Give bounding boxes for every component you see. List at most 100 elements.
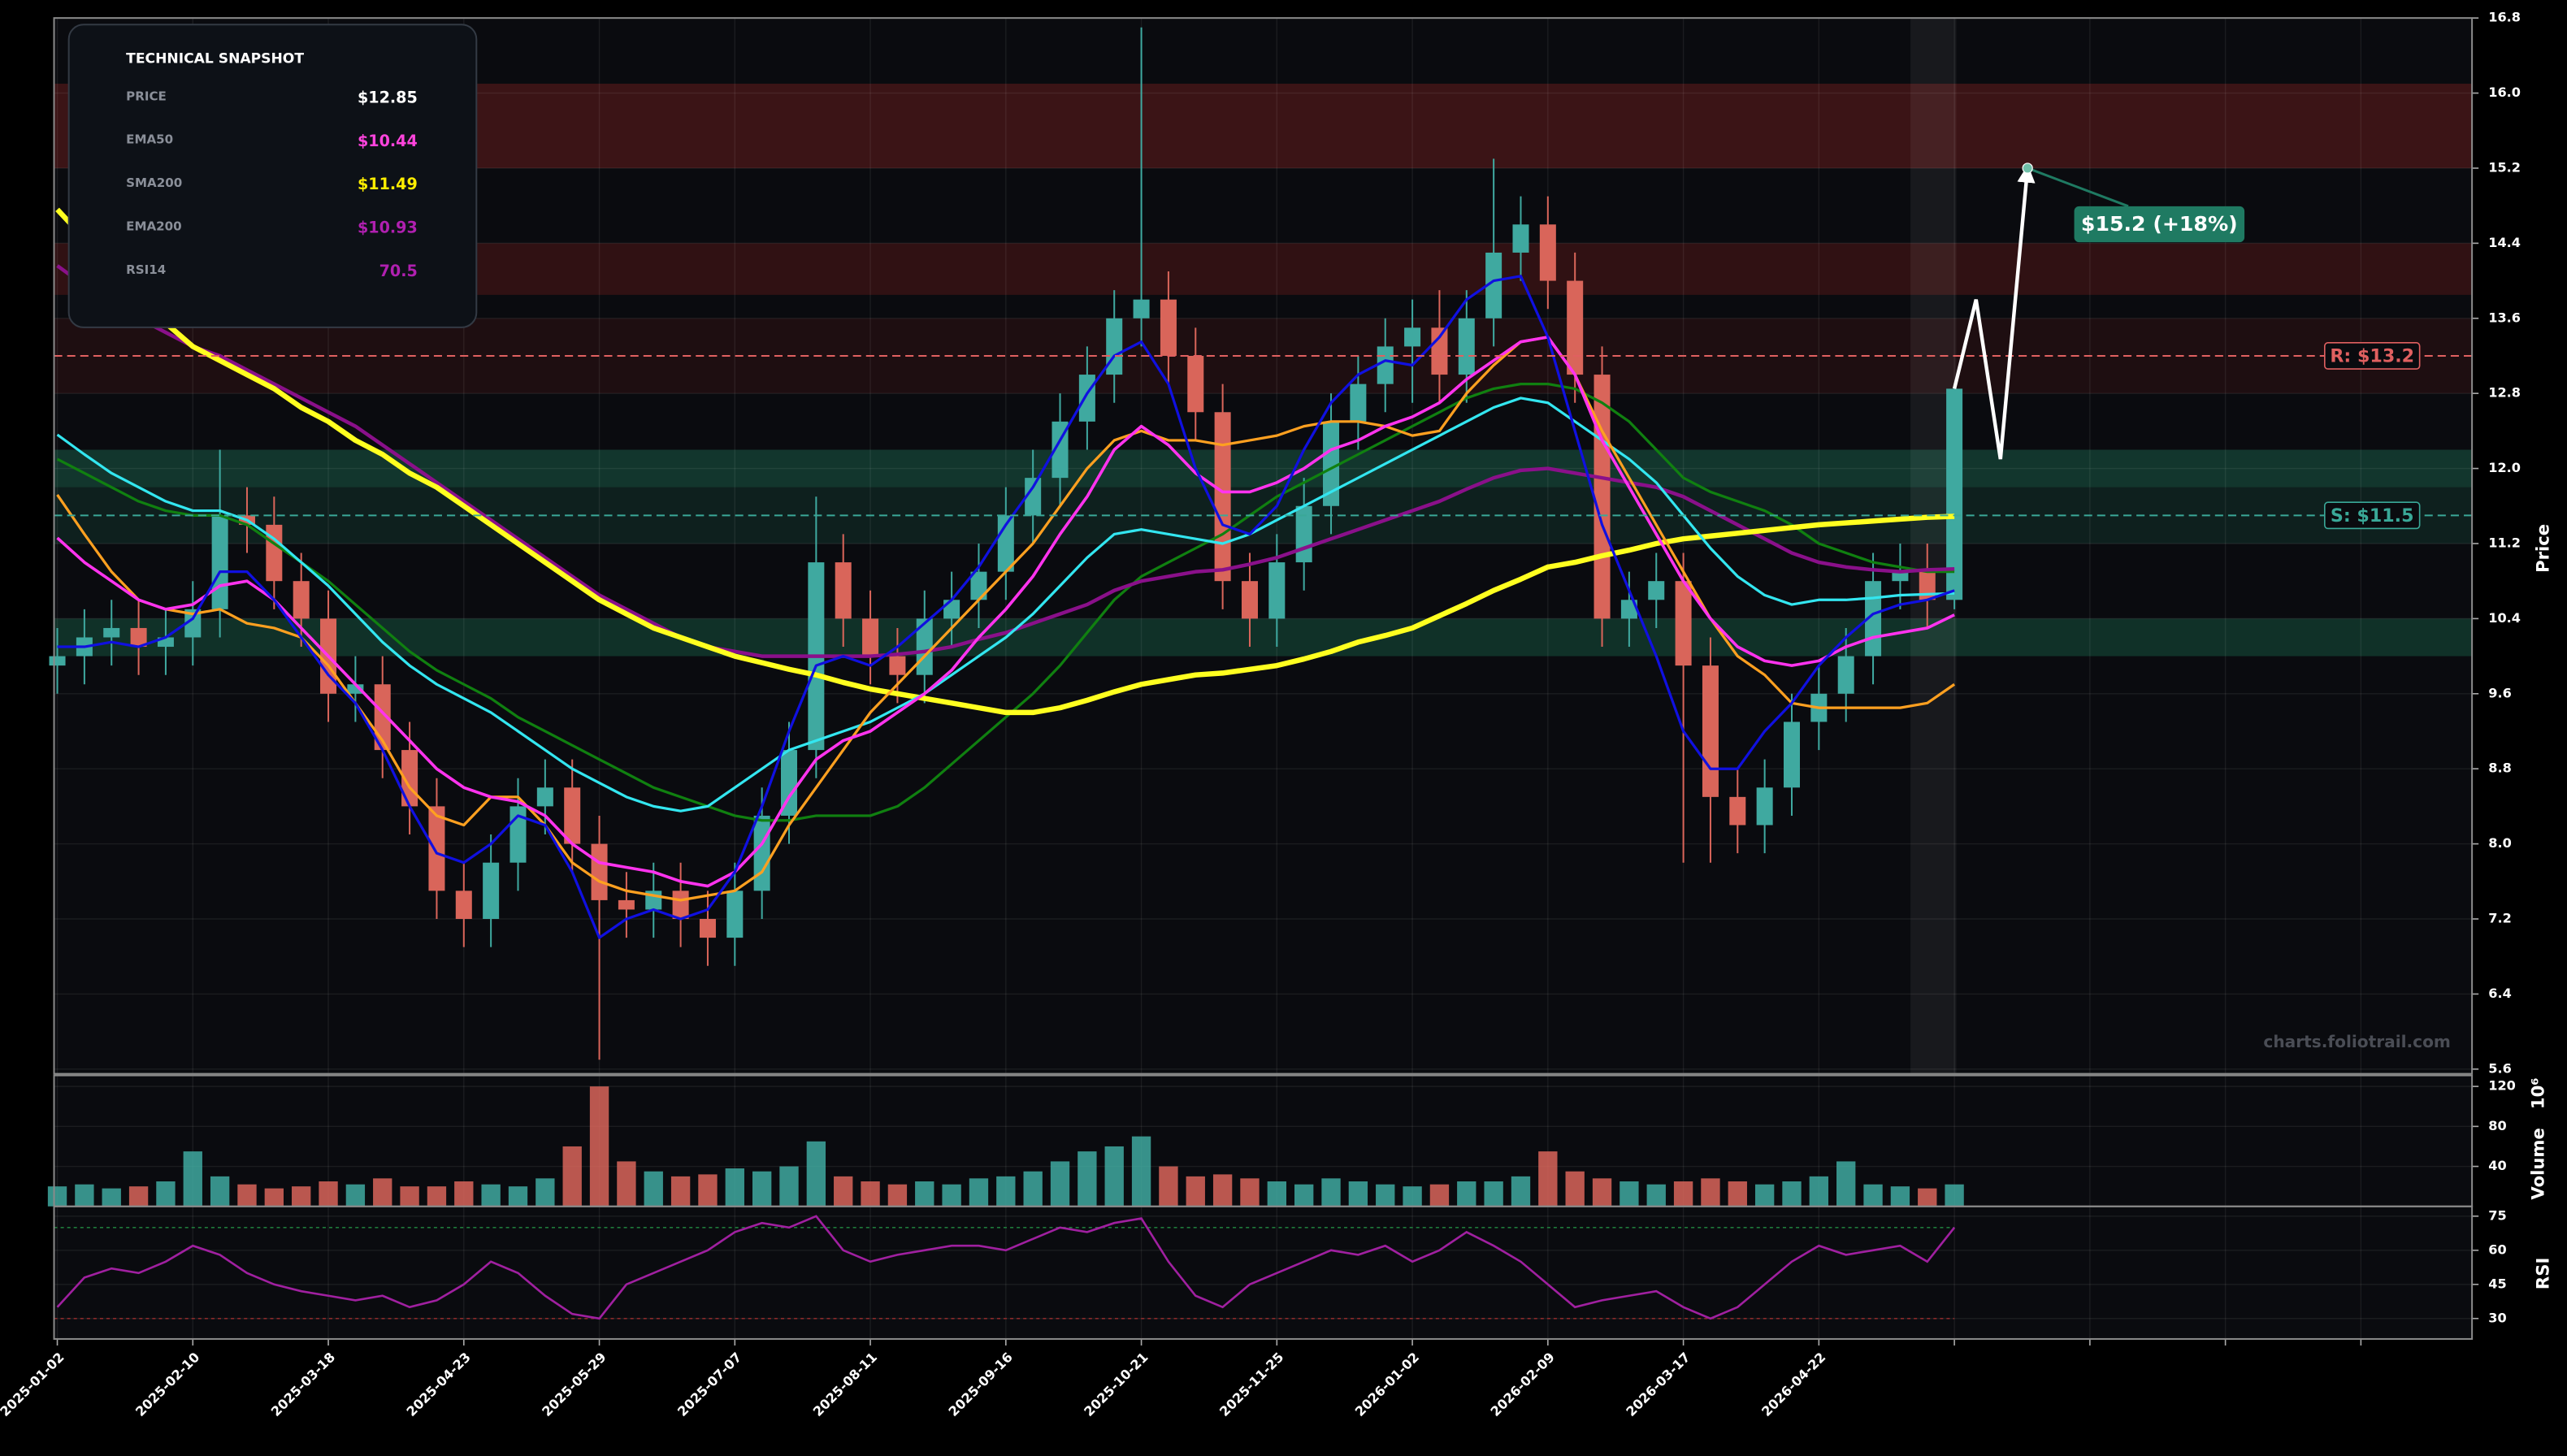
volume-bar <box>373 1178 392 1207</box>
volume-bar <box>996 1176 1016 1207</box>
candle-body <box>862 618 879 656</box>
level-label-box <box>2323 342 2421 370</box>
candle-body <box>103 627 120 638</box>
y-tick-label: 80 <box>2488 1118 2506 1133</box>
volume-bar <box>1620 1181 1639 1207</box>
candle-body <box>1133 299 1150 318</box>
volume-bar <box>589 1086 609 1207</box>
indicator-line <box>56 336 1956 902</box>
volume-bar <box>725 1168 744 1207</box>
rsi-line <box>56 1215 1956 1320</box>
candle-body <box>1648 581 1665 600</box>
candle-body <box>157 637 174 648</box>
candle-body <box>1594 375 1611 619</box>
volume-bar <box>915 1181 934 1207</box>
level-label: R: $13.2 <box>2330 345 2414 366</box>
volume-bar <box>1159 1166 1178 1207</box>
candle-body <box>1892 571 1909 582</box>
volume-bar <box>128 1186 149 1207</box>
volume-bar <box>1240 1178 1260 1207</box>
volume-bar <box>1782 1181 1802 1207</box>
volume-bar <box>1673 1181 1693 1207</box>
candle-body <box>672 890 689 920</box>
volume-bar <box>1592 1178 1612 1207</box>
volume-bar <box>481 1184 501 1207</box>
annotation-connector <box>2027 167 2129 208</box>
volume-bar <box>617 1161 636 1207</box>
volume-bar <box>1403 1186 1422 1207</box>
panel-frame <box>53 17 2474 1075</box>
volume-bar <box>1294 1184 1314 1207</box>
volume-bar <box>698 1174 718 1207</box>
candle-body <box>1837 656 1854 694</box>
snapshot-value: $10.44 <box>358 132 418 150</box>
volume-bar <box>1131 1136 1151 1207</box>
candle-body <box>889 656 906 675</box>
volume-bar <box>1646 1184 1666 1207</box>
projection-path <box>1952 164 2036 460</box>
candle-body <box>1620 600 1637 619</box>
volume-bar <box>183 1151 202 1207</box>
snapshot-rows: PRICE $12.85 EMA50 $10.44 SMA200 $11.49 EMA200… <box>126 88 418 280</box>
indicator-line <box>57 275 1955 939</box>
volume-bar <box>1050 1161 1070 1207</box>
candle-body <box>943 600 960 619</box>
candle-body <box>1539 224 1556 281</box>
y-tick-label: 60 <box>2488 1242 2506 1257</box>
candle-body <box>753 815 770 891</box>
y-tick-label: 16.0 <box>2488 84 2521 100</box>
candle-body <box>1485 252 1502 318</box>
volume-bar <box>834 1176 853 1207</box>
watermark: charts.foliotrail.com <box>2263 1032 2451 1051</box>
candle-body <box>1756 787 1773 826</box>
candle-body <box>699 919 716 938</box>
indicator-line <box>55 207 1955 716</box>
volume-bar <box>1267 1181 1286 1207</box>
candle-body <box>1214 412 1231 582</box>
candle-body <box>1729 796 1746 826</box>
y-tick-label: 12.0 <box>2488 460 2521 475</box>
snapshot-label: SMA200 <box>126 176 182 190</box>
snapshot-panel: TECHNICAL SNAPSHOT PRICE $12.85 EMA50 $10.4… <box>67 24 478 328</box>
candle-body <box>184 609 202 638</box>
y-tick-label: 11.2 <box>2488 535 2521 550</box>
volume-bar <box>779 1166 799 1207</box>
volume-bar <box>969 1178 989 1207</box>
y-tick-label: 5.6 <box>2488 1060 2512 1076</box>
y-tick-label: 120 <box>2488 1078 2516 1094</box>
candle-body <box>1702 665 1719 797</box>
candle-body <box>1404 327 1421 347</box>
volume-bar <box>1348 1181 1368 1207</box>
snapshot-label: EMA200 <box>126 219 182 234</box>
volume-bar <box>400 1186 419 1207</box>
candle-body <box>1377 346 1394 384</box>
volume-bar <box>1023 1171 1043 1207</box>
candle-body <box>49 656 66 666</box>
candle-body <box>455 890 472 920</box>
y-tick-label: 8.0 <box>2488 835 2512 851</box>
y-tick-label: 45 <box>2488 1276 2506 1291</box>
candle-body <box>835 562 852 619</box>
candle-body <box>1512 224 1529 253</box>
volume-bar <box>1836 1161 1856 1207</box>
volume-bar <box>1321 1178 1341 1207</box>
volume-bar <box>1376 1184 1395 1207</box>
y-tick-label: 9.6 <box>2488 685 2512 700</box>
y-tick-label: 75 <box>2488 1207 2506 1223</box>
snapshot-value: $11.49 <box>358 175 418 193</box>
snapshot-label: RSI14 <box>126 262 166 277</box>
y-axis-title: RSI <box>2533 1258 2553 1289</box>
candle-body <box>1567 280 1584 375</box>
snapshot-box <box>67 24 478 328</box>
candle-body <box>1241 581 1258 619</box>
y-tick-label: 16.8 <box>2488 10 2521 25</box>
level-label-box <box>2323 501 2421 530</box>
panel-frame <box>53 1205 2474 1340</box>
y-axis-title: Price <box>2533 524 2553 573</box>
price-zone <box>54 618 2473 656</box>
candle-body <box>1431 327 1448 375</box>
volume-bar <box>644 1171 663 1207</box>
y-tick-label: 40 <box>2488 1158 2506 1173</box>
